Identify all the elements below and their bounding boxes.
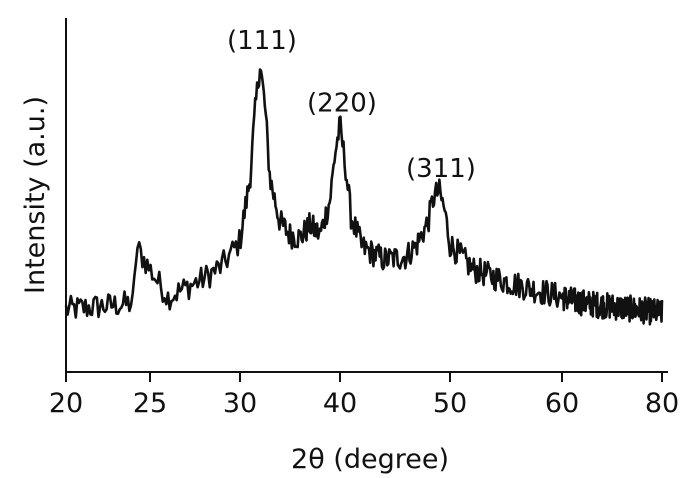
- peak-label: (111): [227, 26, 297, 56]
- series-line: [64, 68, 664, 326]
- x-tick-label: 40: [323, 388, 357, 419]
- peak-label: (220): [307, 89, 377, 119]
- x-axis-title: 2θ (degree): [291, 444, 449, 475]
- x-tick-labels: 20 25 30 40 50 60 80: [49, 388, 679, 419]
- x-tick-label: 30: [223, 388, 257, 419]
- y-axis-title: Intensity (a.u.): [20, 96, 51, 294]
- x-tick-label: 60: [545, 388, 579, 419]
- x-tick-label: 20: [49, 388, 83, 419]
- peak-label: (311): [406, 154, 476, 184]
- x-tick-label: 80: [645, 388, 679, 419]
- x-ticks: [65, 372, 663, 382]
- x-tick-label: 50: [433, 388, 467, 419]
- x-tick-label: 25: [133, 388, 167, 419]
- peak-labels: (111) (220) (311): [227, 26, 476, 184]
